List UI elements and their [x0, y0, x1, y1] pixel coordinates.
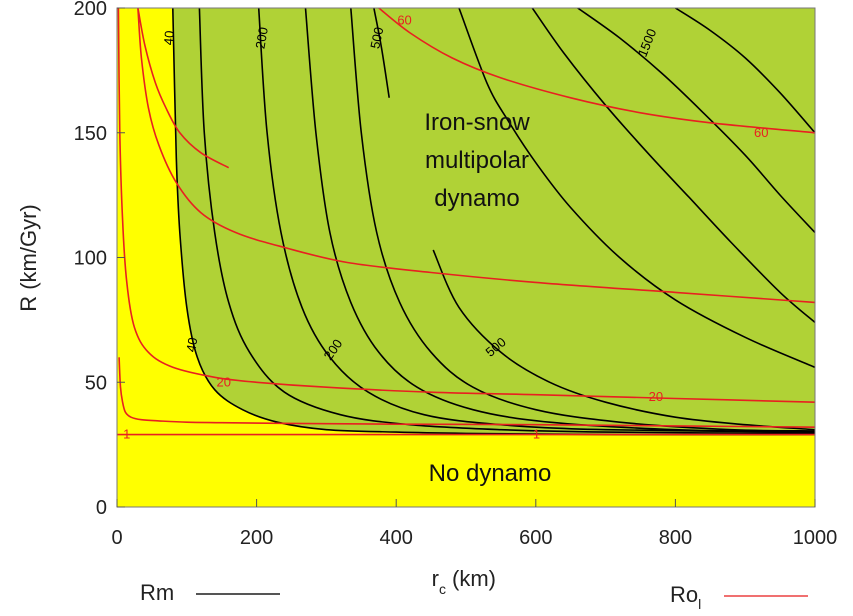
- x-axis-ticks: 0 200 400 600 800 1000: [111, 499, 837, 549]
- y-tick-label: 0: [96, 497, 107, 519]
- contour-line-rm-3: [304, 8, 815, 433]
- legend-label-ro: Rol: [670, 582, 701, 612]
- contour-line-ro-13: [117, 8, 815, 403]
- y-tick-label: 100: [74, 248, 107, 270]
- x-axis-label-subscript: c: [439, 581, 446, 597]
- contour-line-rm-8: [531, 8, 815, 324]
- x-axis-label: rc (km): [432, 566, 496, 597]
- contour-label-1: 200: [252, 26, 271, 50]
- contour-line-ro-15: [378, 8, 815, 134]
- legend: Rm Rol: [140, 580, 808, 612]
- y-tick-label: 50: [85, 372, 107, 394]
- contour-line-rm-7: [458, 8, 815, 369]
- x-tick-label: 600: [519, 527, 552, 549]
- region-label-no-dynamo: No dynamo: [429, 460, 552, 487]
- x-tick-label: 200: [240, 527, 273, 549]
- x-tick-label: 400: [380, 527, 413, 549]
- contour-line-rm-5: [373, 8, 390, 98]
- dynamo-region: [172, 8, 815, 435]
- contour-label-0: 40: [161, 30, 177, 46]
- y-axis-label: R (km/Gyr): [16, 204, 41, 312]
- legend-label-rm: Rm: [140, 580, 174, 605]
- contour-label-8: 60: [754, 125, 768, 140]
- contour-lines: [117, 8, 815, 436]
- y-axis-ticks: 0 50 100 150 200: [74, 0, 125, 519]
- contour-label-4: 40: [183, 336, 200, 353]
- region-label-dynamo-line: Iron-snow: [424, 109, 530, 136]
- contour-line-ro-12: [118, 357, 815, 428]
- contour-label-7: 60: [397, 12, 411, 27]
- contour-line-ro-16: [137, 8, 230, 169]
- contour-label-11: 1: [123, 427, 130, 442]
- contour-label-12: 1: [533, 427, 540, 442]
- x-axis-label-unit: (km): [452, 566, 496, 591]
- region-label-dynamo: Iron-snow multipolar dynamo: [424, 109, 530, 212]
- contour-line-rm-10: [674, 8, 815, 134]
- contour-line-rm-1: [198, 8, 815, 435]
- contour-label-10: 20: [649, 389, 663, 404]
- region-label-dynamo-line: dynamo: [434, 185, 519, 212]
- x-tick-label: 0: [111, 527, 122, 549]
- x-tick-label: 1000: [793, 527, 838, 549]
- legend-label-ro-subscript: l: [698, 596, 701, 612]
- x-tick-label: 800: [659, 527, 692, 549]
- contour-label-9: 20: [217, 374, 231, 389]
- svg-text:rc: rc: [432, 566, 446, 597]
- contour-line-rm-2: [257, 8, 815, 433]
- y-tick-label: 200: [74, 0, 107, 20]
- contour-line-rm-9: [577, 8, 815, 234]
- region-label-dynamo-line: multipolar: [425, 147, 529, 174]
- contour-line-ro-14: [137, 8, 815, 304]
- y-tick-label: 150: [74, 123, 107, 145]
- contour-label-2: 500: [367, 26, 386, 50]
- contour-line-rm-4: [350, 8, 815, 432]
